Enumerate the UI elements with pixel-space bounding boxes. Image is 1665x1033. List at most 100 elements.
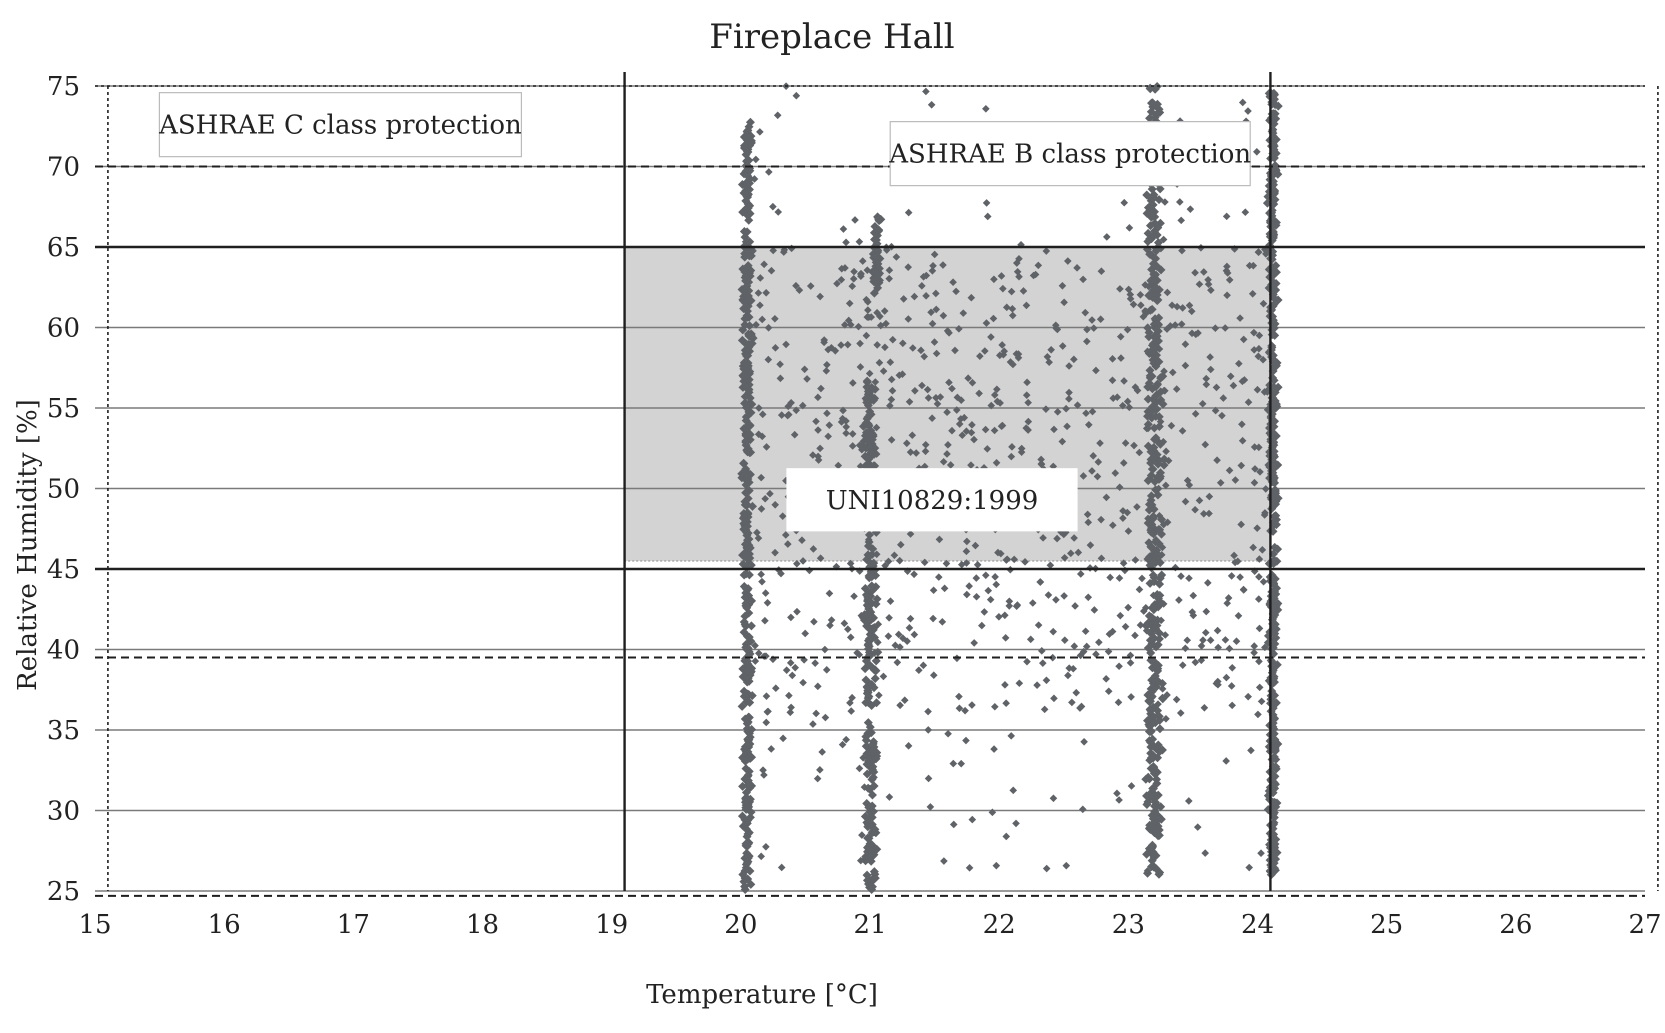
- data-point: [1189, 591, 1198, 600]
- data-point: [1076, 570, 1085, 578]
- x-tick-label: 25: [1370, 910, 1403, 940]
- data-point: [846, 699, 854, 707]
- data-point: [779, 734, 787, 743]
- data-point: [1002, 303, 1011, 312]
- data-point: [747, 752, 757, 762]
- data-point: [981, 425, 990, 434]
- data-point: [761, 494, 769, 503]
- data-point: [938, 618, 947, 626]
- data-point: [870, 649, 879, 657]
- data-point: [957, 560, 966, 569]
- data-point: [1010, 555, 1018, 564]
- data-point: [924, 707, 932, 716]
- data-point: [1202, 380, 1211, 389]
- data-point: [845, 299, 854, 308]
- data-point: [842, 429, 850, 438]
- data-point: [922, 292, 930, 300]
- data-point: [1270, 486, 1280, 496]
- data-point: [1250, 648, 1258, 657]
- data-point: [970, 639, 978, 647]
- uni-zone-label: UNI10829:1999: [826, 486, 1039, 516]
- data-point: [738, 370, 748, 380]
- data-point: [1270, 187, 1280, 197]
- data-point: [1104, 647, 1113, 656]
- data-point: [1154, 634, 1164, 644]
- data-point: [943, 408, 951, 416]
- data-point: [1195, 280, 1204, 289]
- data-point: [838, 740, 847, 749]
- data-point: [803, 375, 811, 383]
- data-point: [888, 386, 897, 395]
- data-point: [1154, 869, 1164, 879]
- data-point: [745, 420, 755, 430]
- data-point: [861, 675, 871, 685]
- data-point: [868, 766, 878, 776]
- data-point: [1126, 294, 1135, 303]
- data-point: [1178, 661, 1187, 669]
- data-point: [1125, 224, 1134, 232]
- data-point: [976, 352, 984, 360]
- data-point: [870, 873, 880, 883]
- data-point: [846, 559, 855, 568]
- data-point: [997, 272, 1006, 280]
- data-point: [895, 556, 904, 565]
- data-point: [872, 423, 881, 432]
- data-point: [1024, 417, 1033, 426]
- data-point: [1086, 541, 1095, 549]
- data-point: [1064, 671, 1072, 680]
- data-point: [784, 402, 793, 411]
- data-point: [740, 512, 750, 522]
- data-point: [1177, 320, 1186, 328]
- data-point: [924, 726, 933, 734]
- data-point: [922, 87, 930, 96]
- data-point: [858, 831, 866, 839]
- data-point: [858, 257, 867, 265]
- data-point: [1152, 798, 1160, 807]
- data-point: [747, 691, 757, 701]
- data-point: [1037, 647, 1046, 655]
- data-point: [1062, 404, 1070, 413]
- data-point: [850, 592, 858, 601]
- data-point: [741, 863, 751, 873]
- data-point: [971, 541, 980, 550]
- data-point: [955, 325, 963, 333]
- data-point: [872, 550, 881, 559]
- data-point: [1085, 421, 1093, 429]
- data-point: [1258, 546, 1267, 554]
- data-point: [881, 561, 889, 570]
- data-point: [741, 824, 751, 834]
- data-point: [909, 344, 917, 352]
- data-point: [1058, 342, 1067, 350]
- data-point: [861, 852, 871, 862]
- data-point: [999, 284, 1007, 293]
- data-point: [1088, 467, 1096, 475]
- y-tick-label: 75: [47, 72, 80, 102]
- data-point: [986, 595, 995, 604]
- data-point: [777, 863, 786, 872]
- data-point: [864, 454, 874, 464]
- data-point: [743, 724, 753, 734]
- data-point: [1109, 521, 1117, 530]
- data-point: [940, 857, 948, 865]
- data-point: [962, 547, 971, 556]
- data-point: [862, 331, 871, 340]
- data-point: [837, 418, 846, 426]
- data-point: [1148, 713, 1158, 723]
- data-point: [1048, 653, 1057, 662]
- data-point: [825, 589, 834, 598]
- data-point: [983, 212, 992, 221]
- data-point: [1040, 705, 1049, 714]
- data-point: [740, 392, 750, 402]
- data-point: [1163, 288, 1172, 297]
- data-point: [900, 696, 909, 705]
- data-point: [930, 250, 939, 259]
- data-point: [886, 358, 895, 366]
- data-point: [1195, 496, 1204, 505]
- data-point: [1088, 316, 1096, 324]
- data-point: [1058, 437, 1067, 446]
- data-point: [851, 216, 859, 224]
- data-point: [919, 661, 928, 670]
- data-point: [1127, 782, 1136, 790]
- data-point: [739, 459, 749, 469]
- reference-lines-layer: [95, 72, 1659, 897]
